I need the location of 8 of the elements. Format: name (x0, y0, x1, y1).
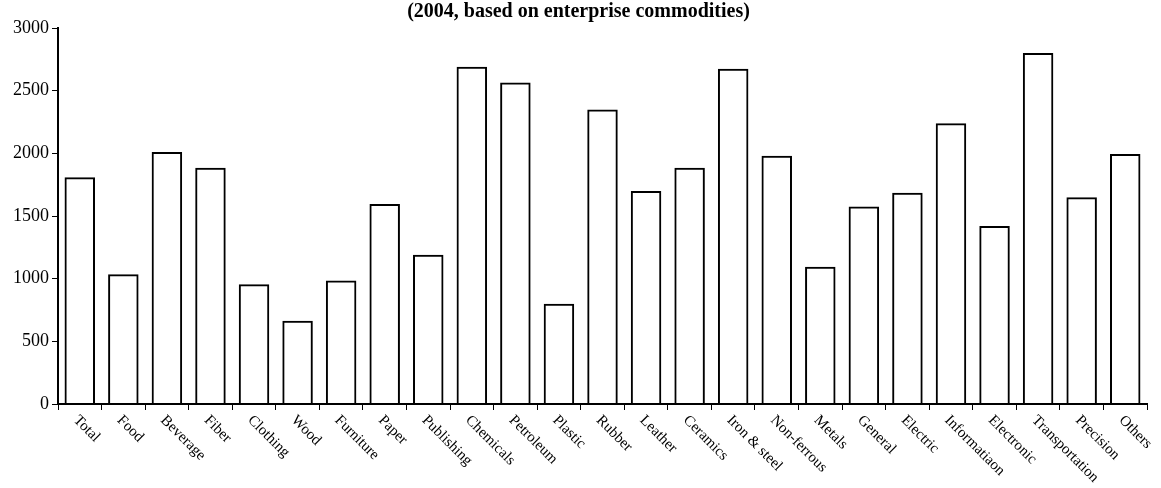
chart-title: (2004, based on enterprise commodities) (407, 0, 750, 23)
y-tick-label: 500 (22, 330, 49, 351)
y-tick-label: 1500 (13, 204, 49, 225)
y-tick-label: 1000 (13, 267, 49, 288)
y-tick-label: 0 (40, 392, 49, 413)
y-tick-label: 3000 (13, 16, 49, 37)
y-tick-label: 2000 (13, 142, 49, 163)
y-tick-label: 2500 (13, 79, 49, 100)
